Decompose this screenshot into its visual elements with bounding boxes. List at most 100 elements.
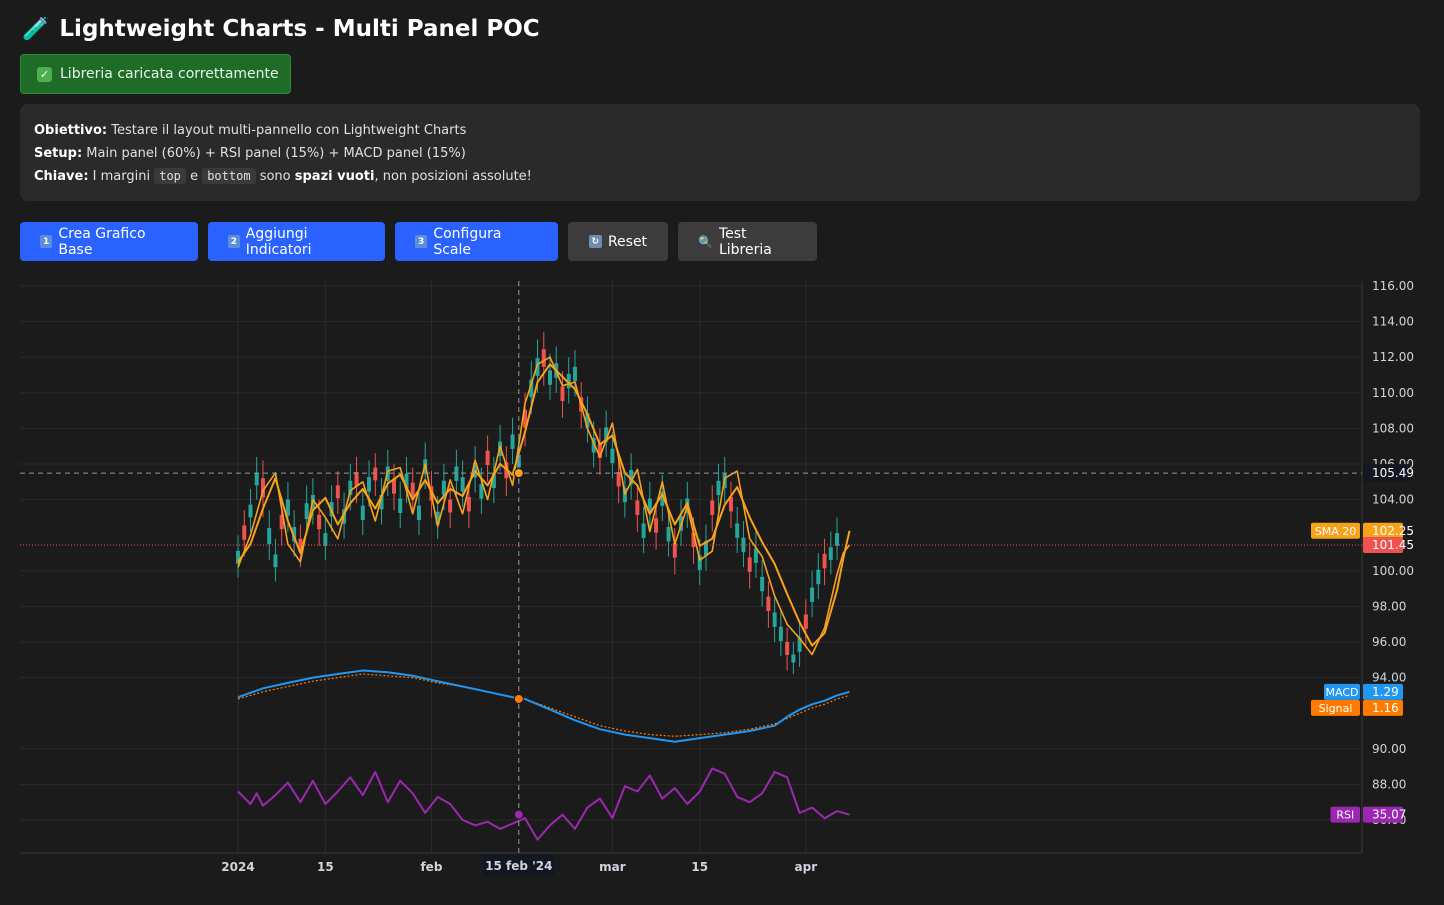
candle-body — [641, 523, 646, 538]
info-text-obiettivo: Testare il layout multi-pannello con Lig… — [111, 123, 467, 138]
candle-body — [785, 642, 790, 655]
candle-body — [828, 547, 833, 561]
add-indicators-button[interactable]: 2 Aggiungi Indicatori — [208, 222, 385, 261]
candle-body — [435, 511, 440, 525]
price-tag-value: 102.25 — [1372, 524, 1414, 538]
candle-body — [791, 654, 796, 663]
candle-body — [666, 527, 671, 542]
price-tag-name-box — [1311, 699, 1360, 716]
test-library-label: Test Libreria — [718, 225, 772, 258]
candle-body — [654, 518, 659, 533]
add-indicators-label: Aggiungi Indicatori — [245, 225, 312, 258]
test-library-button[interactable]: 🔍 Test Libreria — [678, 222, 817, 261]
candle-body — [348, 480, 353, 496]
candle-body — [523, 409, 528, 428]
keycap-two-icon: 2 — [228, 235, 240, 248]
candle-body — [797, 637, 802, 652]
time-tick-label: mar — [599, 860, 626, 874]
candle-body — [610, 448, 615, 464]
candle-body — [360, 505, 365, 521]
crosshair-price-label: 105.49 — [1372, 466, 1414, 480]
candle-body — [248, 504, 253, 518]
candle-body — [466, 496, 471, 512]
create-chart-button[interactable]: 1 Crea Grafico Base — [20, 222, 198, 261]
price-tag-value-box — [1363, 699, 1403, 716]
configure-scale-button[interactable]: 3 Configura Scale — [395, 222, 558, 261]
candle-body — [354, 472, 359, 487]
page-title: 🧪 Lightweight Charts - Multi Panel POC — [22, 12, 540, 46]
candle-body — [716, 480, 721, 496]
candle-body — [441, 480, 446, 496]
candle-body — [454, 466, 459, 481]
price-tick-label: 116.00 — [1372, 281, 1414, 293]
price-tag-value: 35.07 — [1372, 808, 1406, 822]
candle-body — [254, 472, 259, 486]
candle-body — [597, 443, 602, 458]
status-banner: ✓ Libreria caricata correttamente — [20, 54, 291, 94]
candle-body — [304, 503, 309, 520]
info-line-setup: Setup: Main panel (60%) + RSI panel (15%… — [34, 143, 1406, 166]
price-tag-name: Signal — [1319, 702, 1353, 715]
candle-body — [635, 500, 640, 515]
check-icon: ✓ — [37, 66, 52, 82]
candle-body — [529, 379, 534, 398]
time-tick-label: 15 — [691, 860, 708, 874]
multi-panel-chart[interactable]: 116.00114.00112.00110.00108.00106.00104.… — [20, 281, 1424, 881]
status-text: Libreria caricata correttamente — [60, 66, 279, 82]
candle-body — [373, 467, 378, 481]
candle-body — [585, 413, 590, 428]
keycap-one-icon: 1 — [40, 235, 53, 248]
price-tick-label: 114.00 — [1372, 315, 1414, 329]
info-text-chiave-post: , non posizioni assolute! — [374, 169, 532, 184]
price-tag-value: 1.16 — [1372, 701, 1399, 715]
price-tag-value-box — [1363, 806, 1403, 823]
candle-body — [747, 557, 752, 572]
info-label-obiettivo: Obiettivo: — [34, 123, 108, 138]
candle-body — [803, 614, 808, 629]
price-tick-label: 100.00 — [1372, 564, 1414, 578]
info-text-chiave-e: e — [190, 169, 199, 184]
candle-body — [448, 499, 453, 513]
candle-body — [735, 523, 740, 538]
price-tick-label: 88.00 — [1372, 777, 1406, 791]
price-tick-label: 90.00 — [1372, 742, 1406, 756]
price-tick-label: 108.00 — [1372, 421, 1414, 435]
price-tick-label: 98.00 — [1372, 599, 1406, 613]
candle-body — [292, 527, 297, 542]
candle-body — [710, 500, 715, 515]
candle-body — [728, 496, 733, 512]
price-tag-value-box — [1363, 683, 1403, 700]
time-tick-label: 2024 — [221, 860, 254, 874]
candle-body — [491, 473, 496, 489]
price-tag-name: SMA 20 — [1315, 525, 1357, 538]
candle-body — [697, 555, 702, 570]
configure-scale-label: Configura Scale — [433, 225, 502, 258]
candle-body — [317, 514, 322, 530]
candle-body — [753, 548, 758, 563]
candle-body — [691, 532, 696, 547]
candle-body — [479, 484, 484, 499]
candle-body — [816, 569, 821, 585]
candle-body — [485, 450, 490, 466]
candle-body — [285, 499, 290, 516]
close-line — [237, 356, 851, 656]
candle-body — [273, 554, 278, 568]
candle-body — [236, 550, 240, 564]
info-text-chiave-mid: sono — [259, 169, 291, 184]
reset-button[interactable]: ↻ Reset — [568, 222, 668, 261]
candle-body — [760, 576, 765, 592]
create-chart-label: Crea Grafico Base — [58, 225, 146, 258]
candle-body — [647, 498, 652, 513]
toolbar: 1 Crea Grafico Base 2 Aggiungi Indicator… — [20, 222, 817, 261]
candle-body — [510, 434, 515, 449]
price-tick-label: 96.00 — [1372, 635, 1406, 649]
info-label-chiave: Chiave: — [34, 169, 89, 184]
info-text-chiave-bold: spazi vuoti — [294, 169, 375, 184]
candle-body — [616, 472, 621, 487]
candle-body — [460, 477, 465, 492]
candle-body — [392, 479, 396, 494]
candle-body — [267, 528, 272, 545]
candle-body — [548, 370, 552, 385]
signal-line — [237, 673, 850, 737]
crosshair-time-label: 15 feb '24 — [485, 859, 552, 873]
